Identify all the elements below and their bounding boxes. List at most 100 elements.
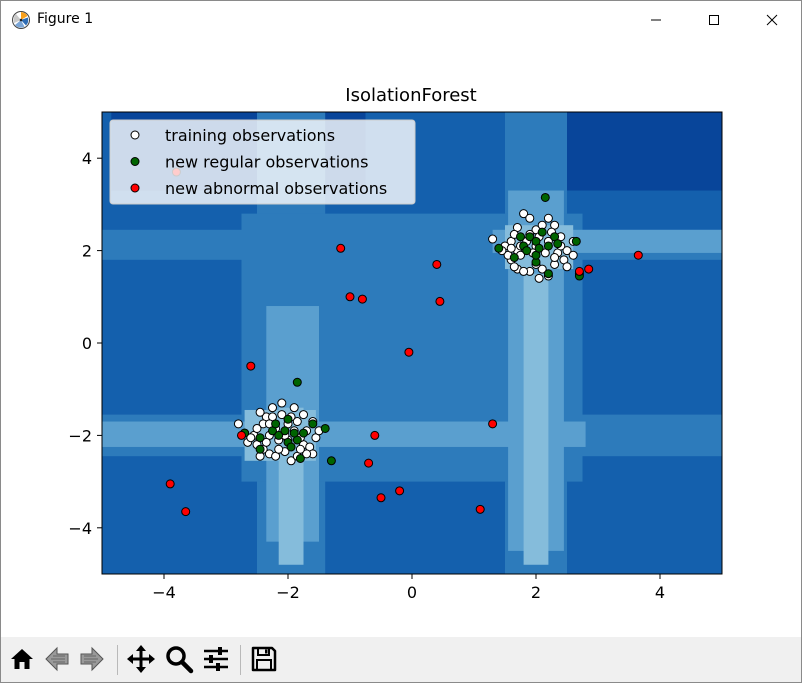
magnifier-icon [166,646,194,674]
y-tick-label: 4 [82,149,92,168]
scatter-point [295,444,305,454]
configure-subplots-button[interactable] [200,643,232,675]
scatter-point [299,410,308,420]
contour-region [523,273,549,565]
legend: training observations new regular observa… [109,119,416,205]
scatter-point [537,264,547,274]
window-title: Figure 1 [37,11,94,27]
minimize-button[interactable] [627,1,685,39]
back-arrow-icon [45,646,69,672]
axis-ticks: −4 −2 0 2 4 −4 −2 0 2 4 [68,149,665,602]
scatter-point [274,430,284,440]
scatter-point [488,234,498,244]
scatter-point [553,239,563,249]
close-icon [766,14,778,26]
home-button[interactable] [6,643,38,675]
save-button[interactable] [248,643,280,675]
scatter-point [292,417,302,427]
scatter-point [181,507,191,517]
y-tick-label: 0 [82,334,92,353]
scatter-point [435,296,445,306]
forward-button[interactable] [76,643,108,675]
legend-marker [130,157,140,166]
y-tick-label: 2 [82,242,92,261]
x-tick-label: −4 [152,583,176,602]
x-tick-label: 2 [531,583,541,602]
zoom-button[interactable] [163,643,195,675]
scatter-point [357,294,367,304]
scatter-point [286,456,296,466]
scatter-point [299,428,308,438]
series-0 [233,209,584,466]
scatter-point [261,437,271,447]
scatter-point [584,264,594,274]
scatter-point [246,433,256,443]
scatter-point [370,430,380,440]
isolation-forest-chart[interactable]: IsolationForest −4 −2 0 2 4 −4 −2 0 2 4 training … [1,39,801,637]
x-tick-label: 0 [407,583,417,602]
maximize-icon [709,15,719,25]
matplotlib-icon [12,11,30,29]
scatter-point [277,398,287,408]
legend-marker [130,130,140,140]
scatter-point [540,192,550,202]
scatter-point [488,419,498,429]
scatter-point [274,444,284,454]
scatter-point [519,209,529,219]
scatter-point [376,493,386,503]
move-icon [127,645,155,673]
x-tick-label: −2 [276,583,300,602]
scatter-point [395,486,405,496]
scatter-point [519,266,529,276]
scatter-point [506,243,516,253]
scatter-point [509,262,519,272]
scatter-point [336,243,346,253]
scatter-point [233,419,243,429]
toolbar-separator [240,645,241,675]
navigation-toolbar [1,637,801,682]
scatter-point [516,232,525,242]
scatter-point [255,433,265,443]
series-1 [240,192,584,466]
scatter-point [525,213,535,223]
home-icon [11,649,33,669]
title-bar[interactable]: Figure 1 [1,1,801,39]
legend-marker [130,183,140,193]
scatter-point [404,347,414,357]
scatter-point [271,419,281,429]
scatter-point [280,426,290,436]
scatter-point [568,250,578,260]
scatter-point [237,430,246,440]
scatter-point [255,444,265,454]
scatter-point [364,458,374,468]
scatter-point [522,246,532,256]
scatter-point [537,227,547,237]
y-tick-label: −2 [68,426,92,445]
pan-button[interactable] [125,643,157,675]
figure-canvas[interactable]: IsolationForest −4 −2 0 2 4 −4 −2 0 2 4 training … [1,39,801,637]
scatter-point [525,232,535,242]
legend-label: new regular observations [165,153,368,172]
scatter-point [302,449,312,459]
sliders-icon [204,647,228,671]
scatter-point [494,243,504,253]
floppy-disk-icon [251,646,277,672]
scatter-point [289,403,299,413]
scatter-point [320,423,330,433]
scatter-point [252,423,262,433]
maximize-button[interactable] [685,1,743,39]
scatter-point [633,250,643,260]
scatter-point [574,266,584,276]
scatter-point [543,213,553,223]
scatter-point [345,292,355,302]
back-button[interactable] [41,643,73,675]
scatter-points [165,167,643,517]
scatter-point [286,442,296,452]
scatter-point [308,419,318,429]
scatter-point [268,403,277,413]
close-button[interactable] [743,1,801,39]
scatter-point [246,361,256,371]
legend-frame [109,119,416,205]
scatter-point [543,269,553,279]
